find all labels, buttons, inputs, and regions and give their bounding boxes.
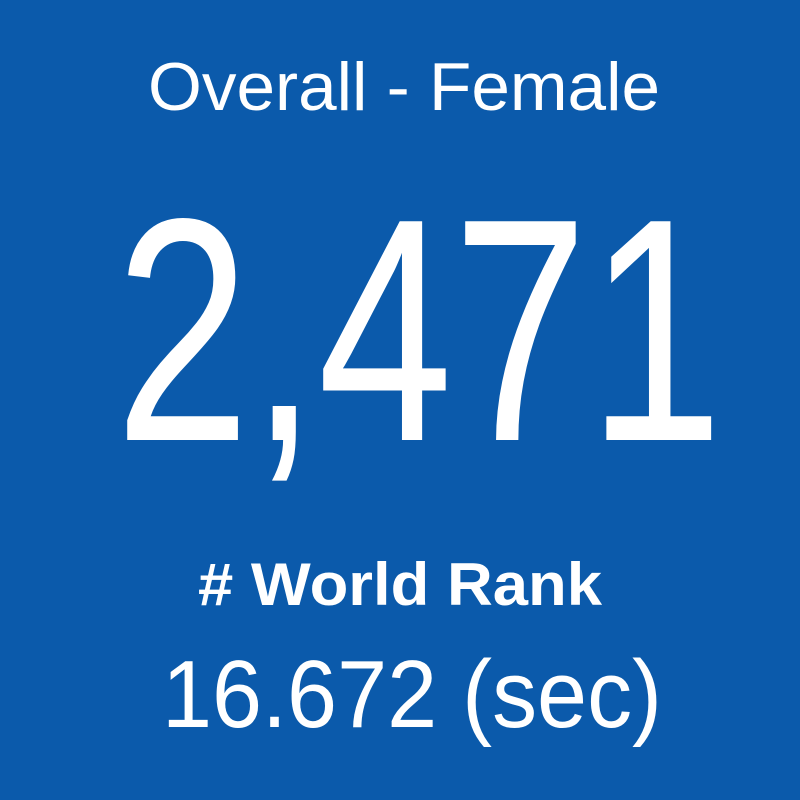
tile-title: Overall - Female <box>148 49 660 125</box>
rank-label: # World Rank <box>198 551 603 618</box>
rank-value: 2,471 <box>115 153 723 508</box>
time-value: 16.672 (sec) <box>162 641 662 748</box>
